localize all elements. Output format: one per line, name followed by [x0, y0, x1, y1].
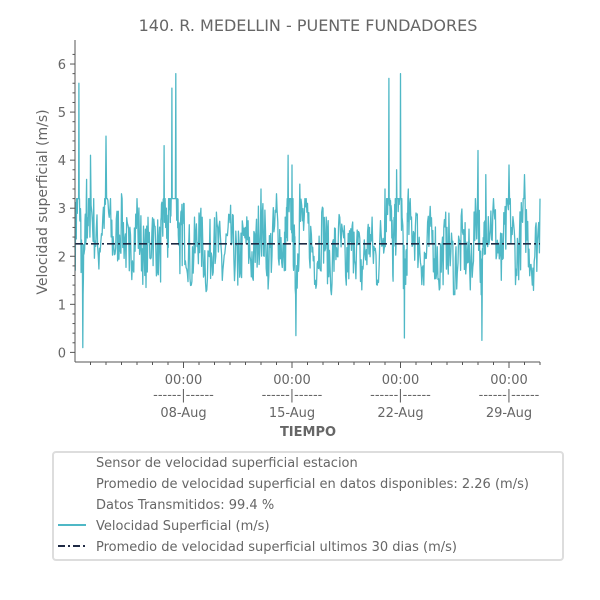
x-tick-separator: ------|------: [370, 388, 431, 403]
legend-entry-label: Promedio de velocidad superficial ultimo…: [96, 540, 457, 555]
legend-frame: [52, 451, 564, 561]
x-tick-time-label: 00:00: [382, 373, 419, 388]
x-axis-ticks: 00:00------|------08-Aug00:00------|----…: [90, 362, 541, 421]
y-tick-label: 0: [58, 346, 66, 361]
legend-entry-label: Sensor de velocidad superficial estacion: [96, 456, 358, 471]
x-tick-separator: ------|------: [479, 388, 540, 403]
legend-entry-label: Datos Transmitidos: 99.4 %: [96, 498, 274, 513]
y-tick-label: 3: [58, 202, 66, 217]
x-tick-time-label: 00:00: [490, 373, 527, 388]
x-tick-day-label: 08-Aug: [160, 406, 206, 421]
y-tick-label: 1: [58, 298, 66, 313]
x-tick-day-label: 29-Aug: [486, 406, 532, 421]
y-axis-label: Velocidad superficial (m/s): [35, 109, 51, 294]
x-tick-separator: ------|------: [262, 388, 323, 403]
x-tick-separator: ------|------: [153, 388, 214, 403]
chart-title: 140. R. MEDELLIN - PUENTE FUNDADORES: [139, 16, 478, 35]
x-tick-time-label: 00:00: [165, 373, 202, 388]
y-tick-label: 2: [58, 250, 66, 265]
series-line-velocidad: [74, 72, 541, 349]
legend: Sensor de velocidad superficial estacion…: [52, 451, 564, 561]
x-axis-label: TIEMPO: [280, 425, 336, 440]
y-tick-label: 4: [58, 154, 66, 169]
y-tick-label: 5: [58, 106, 66, 121]
x-tick-time-label: 00:00: [273, 373, 310, 388]
plot-area: [74, 72, 541, 349]
y-tick-label: 6: [58, 58, 66, 73]
legend-entry-label: Promedio de velocidad superficial en dat…: [96, 477, 529, 492]
x-tick-day-label: 15-Aug: [269, 406, 315, 421]
y-axis-ticks: 0 1 2 3 4 5 6: [58, 53, 75, 361]
legend-entry-label: Velocidad Superficial (m/s): [96, 519, 270, 534]
x-tick-day-label: 22-Aug: [377, 406, 423, 421]
